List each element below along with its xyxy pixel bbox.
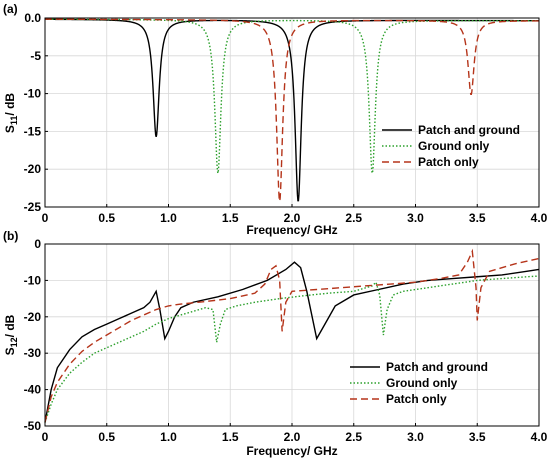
panel-a: (a) 0 0.5 1.0 1.5 2.0 2.5 3.0 3.5 4.0 0.0 -5 -10 -15… <box>3 2 548 237</box>
y-tick-label: -20 <box>24 162 42 176</box>
y-tick-label: -10 <box>24 273 42 287</box>
x-tick-label: 1.0 <box>160 430 177 444</box>
panel-a-ylabel-sub: 11 <box>9 116 19 126</box>
y-tick-label: -30 <box>24 346 42 360</box>
panel-a-frame <box>44 17 540 208</box>
x-tick-label: 3.5 <box>469 430 486 444</box>
x-tick-label: 2.5 <box>345 430 362 444</box>
panel-b-label: (b) <box>3 229 18 243</box>
y-tick-label: -10 <box>24 87 42 101</box>
x-tick-label: 4.0 <box>531 211 548 225</box>
x-tick-label: 0 <box>42 211 49 225</box>
panel-a-series <box>44 18 539 202</box>
legend-label: Patch and ground <box>418 123 520 137</box>
legend-label: Ground only <box>386 376 458 390</box>
panel-b: (b) 0 0.5 1.0 1.5 2.0 2.5 3.0 3.5 4.0 0 -10 -20 -30 -… <box>3 229 548 458</box>
panel-b-legend: Patch and ground Ground only Patch only <box>350 360 488 406</box>
legend-label: Patch and ground <box>386 360 488 374</box>
panel-b-ylabel: S12/ dB <box>3 314 19 355</box>
panel-a-ylabel-main: S <box>3 125 17 133</box>
panel-a-ylabel: S11/ dB <box>3 93 19 134</box>
panel-a-xlabel: Frequency/ GHz <box>246 223 337 237</box>
x-tick-label: 1.0 <box>160 211 177 225</box>
panel-b-ylabel-sub: 12 <box>9 337 19 347</box>
panel-b-series <box>44 248 540 423</box>
y-tick-label: -15 <box>24 124 42 138</box>
y-tick-label: -5 <box>30 49 41 63</box>
panel-a-ylabel-suffix: / dB <box>3 93 17 116</box>
x-tick-label: 1.5 <box>222 211 239 225</box>
legend-label: Patch only <box>418 155 479 169</box>
x-tick-label: 3.0 <box>407 211 424 225</box>
legend-label: Ground only <box>418 139 490 153</box>
panel-b-ylabel-suffix: / dB <box>3 314 17 337</box>
panel-b-xlabel: Frequency/ GHz <box>246 444 337 458</box>
x-tick-label: 2.5 <box>345 211 362 225</box>
y-tick-label: -40 <box>24 383 42 397</box>
y-tick-label: -20 <box>24 310 42 324</box>
series-line-patch-only <box>44 18 539 202</box>
panel-a-legend: Patch and ground Ground only Patch only <box>382 123 520 169</box>
y-tick-label: 0.0 <box>24 11 41 25</box>
panel-b-frame <box>44 243 540 427</box>
x-tick-label: 1.5 <box>222 430 239 444</box>
panel-a-ticks: 0 0.5 1.0 1.5 2.0 2.5 3.0 3.5 4.0 0.0 -5 -10 -15 -20 -… <box>24 11 548 225</box>
series-line-patch-only <box>44 248 540 423</box>
panel-b-ticks: 0 0.5 1.0 1.5 2.0 2.5 3.0 3.5 4.0 0 -10 -20 -30 -40 -5… <box>24 237 548 444</box>
series-line-patch-and-ground <box>44 18 539 202</box>
panel-b-ylabel-main: S <box>3 347 17 355</box>
x-tick-label: 0.5 <box>98 211 115 225</box>
panel-b-grid <box>44 243 540 427</box>
panel-a-label: (a) <box>3 2 18 16</box>
x-tick-label: 2.0 <box>284 211 301 225</box>
x-tick-label: 0.5 <box>98 430 115 444</box>
series-line-ground-only <box>44 275 540 423</box>
y-tick-label: -25 <box>24 200 42 214</box>
series-line-patch-and-ground <box>44 261 540 423</box>
x-tick-label: 3.0 <box>407 430 424 444</box>
x-tick-label: 3.5 <box>469 211 486 225</box>
y-tick-label: 0 <box>34 237 41 251</box>
x-tick-label: 4.0 <box>531 430 548 444</box>
y-tick-label: -50 <box>24 419 42 433</box>
legend-label: Patch only <box>386 392 447 406</box>
panel-a-grid <box>44 17 540 208</box>
x-tick-label: 0 <box>42 430 49 444</box>
x-tick-label: 2.0 <box>284 430 301 444</box>
